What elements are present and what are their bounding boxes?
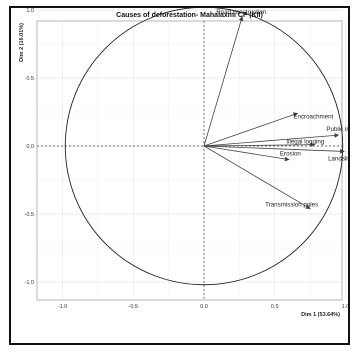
vector-label-illegal-logging: Illegal logging [286, 139, 324, 146]
correlation-circle [64, 8, 344, 286]
vector-arrow-transmission-poles [203, 145, 311, 209]
y-tick-label: 0.5 [26, 76, 34, 82]
chart-frame: Causes of deforestation- Mahalaxmi CF (K… [9, 6, 350, 345]
y-tick-label: 0.0 [26, 144, 34, 150]
x-axis-label: Dim 1 (53.64%) [301, 312, 340, 318]
y-axis-ticks: -1.0 -0.5 0.0 0.5 1.0 [25, 8, 34, 286]
vector-arrow-road-construction [203, 16, 244, 147]
x-tick-label: -1.0 [58, 304, 67, 310]
vector-arrow-landslide [203, 145, 345, 154]
x-axis-ticks: -1.0 -0.5 0.0 0.5 1.0 [58, 304, 348, 310]
vector-arrow-public-institution [203, 133, 340, 147]
vector-arrow-encroachment [203, 112, 299, 147]
vector-label-transmission-poles: Transmission poles [265, 202, 318, 209]
x-tick-label: 0.5 [271, 304, 279, 310]
y-tick-label: -1.0 [25, 280, 34, 286]
x-tick-label: 1.0 [342, 304, 348, 310]
vector-label-erosion: Erosion [280, 151, 302, 158]
x-tick-label: 0.0 [200, 304, 208, 310]
y-axis-label: Dim 2 (16.01%) [19, 23, 25, 62]
vector-label-landslide: Landslide [328, 155, 348, 162]
vector-label-encroachment: Encroachment [293, 113, 333, 120]
chart-title: Causes of deforestation- Mahalaxmi CF (K… [116, 12, 263, 19]
grid-lines [37, 9, 346, 300]
y-tick-label: 1.0 [26, 8, 34, 14]
pca-variables-chart: Causes of deforestation- Mahalaxmi CF (K… [19, 8, 348, 318]
y-tick-label: -0.5 [25, 212, 34, 218]
plot-panel [36, 20, 343, 301]
zero-axis-lines [37, 21, 342, 300]
vector-label-public-institution: Public institution [326, 126, 348, 133]
x-tick-label: -0.5 [129, 304, 138, 310]
vector-arrow-illegal-logging [203, 142, 316, 148]
variable-vectors: Road construction Encroachment Public inst… [203, 9, 348, 209]
vector-arrow-erosion [203, 145, 290, 162]
vector-label-road-construction: Road construction [216, 9, 266, 16]
